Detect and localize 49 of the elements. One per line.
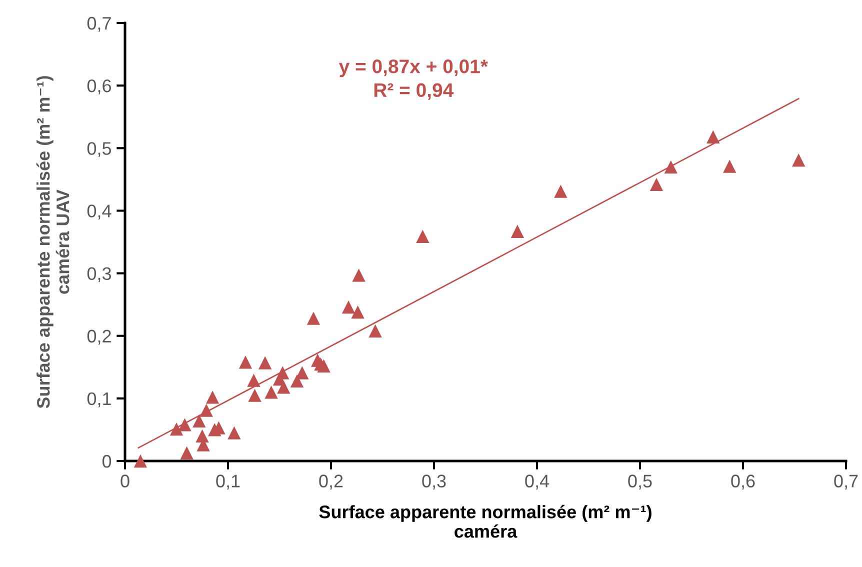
- x-tick-label: 0: [120, 474, 130, 488]
- annotation: y = 0,87x + 0,01* R² = 0,94: [338, 60, 488, 100]
- y-tick-label: 0,2: [87, 330, 111, 345]
- point: [277, 380, 290, 394]
- point: [352, 268, 366, 282]
- point: [258, 356, 272, 370]
- y-tick-label: 0,6: [87, 80, 112, 94]
- point: [276, 366, 290, 380]
- point: [792, 153, 806, 167]
- x-tick-label: 0,3: [422, 474, 446, 490]
- point: [723, 160, 736, 173]
- point: [368, 324, 382, 338]
- point: [206, 390, 220, 404]
- point: [306, 312, 320, 325]
- y-tick-label: 0,7: [87, 16, 111, 32]
- y-tick-label: 0,1: [87, 392, 111, 408]
- y-tick-label: 0,4: [87, 204, 112, 220]
- y-tick-label: 0,5: [87, 142, 112, 157]
- point: [706, 130, 720, 144]
- x-tick-label: 0,5: [628, 474, 652, 490]
- point: [416, 230, 430, 243]
- y-tick-label: 0,3: [87, 267, 112, 282]
- point: [664, 160, 678, 174]
- point: [238, 356, 252, 369]
- point: [554, 184, 568, 198]
- point: [296, 366, 309, 380]
- point: [247, 374, 260, 387]
- point: [192, 414, 206, 428]
- point: [510, 224, 524, 238]
- point: [351, 305, 364, 319]
- point: [264, 386, 278, 399]
- x-axis-title: Surface apparente normalisée (m² m⁻¹) caméra: [319, 504, 652, 538]
- point: [200, 404, 213, 417]
- x-tick-label: 0,4: [525, 474, 550, 490]
- point: [317, 359, 330, 372]
- point: [228, 426, 241, 440]
- x-tick-label: 0,6: [731, 474, 755, 490]
- y-axis-title: Surface apparente normalisée (m² m⁻¹) caméra UAV: [36, 76, 70, 408]
- x-tick-label: 0,7: [834, 474, 858, 490]
- point: [170, 422, 184, 436]
- point: [134, 454, 148, 468]
- point: [650, 178, 664, 192]
- point: [342, 300, 356, 314]
- point: [248, 388, 262, 402]
- x-tick-label: 0,2: [319, 474, 343, 490]
- y-tick-label: 0: [102, 454, 112, 468]
- x-tick-label: 0,1: [216, 474, 240, 490]
- point: [178, 418, 192, 432]
- point: [180, 446, 194, 460]
